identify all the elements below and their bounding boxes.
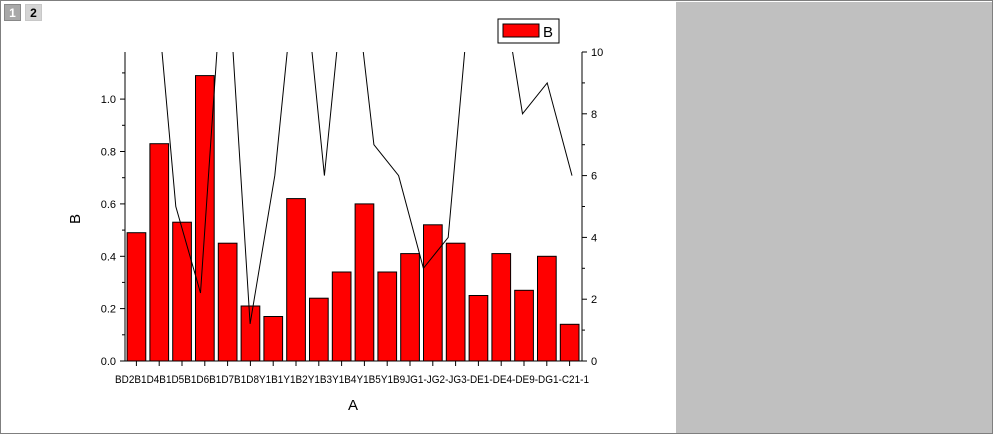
bar-2 [172, 221, 192, 362]
y2-tick-label-2: 4 [591, 232, 597, 244]
bar-15 [468, 295, 489, 362]
workspace-background [676, 2, 992, 433]
y2-tick-label-4: 8 [591, 109, 597, 121]
y-tick-label-2: 0.4 [101, 251, 116, 263]
legend[interactable]: B [497, 18, 560, 44]
bar-1 [149, 143, 170, 362]
bar-8 [309, 297, 329, 362]
layer-tab-1[interactable]: 1 [4, 4, 21, 21]
bar-9 [331, 271, 352, 362]
y-axis-title: B [67, 214, 84, 224]
y2-tick-label-0: 0 [591, 356, 597, 368]
legend-swatch [502, 23, 540, 38]
y-tick-label-0: 0.0 [101, 356, 116, 368]
y2-tick-label-3: 6 [591, 171, 597, 183]
bar-18 [537, 255, 557, 362]
y-tick-label-3: 0.6 [101, 199, 116, 211]
bar-4 [217, 242, 238, 362]
x-tick-labels: BD2B1D4B1D5B1D6B1D7B1D8Y1B1Y1B2Y1B3Y1B4Y… [115, 374, 589, 386]
y-tick-label-1: 0.2 [101, 304, 116, 316]
bar-12 [400, 253, 420, 362]
bar-5 [240, 305, 261, 362]
bar-16 [491, 253, 512, 362]
bar-11 [377, 271, 398, 362]
layer-tab-2[interactable]: 2 [25, 4, 42, 21]
bar-3 [195, 75, 215, 362]
bar-13 [423, 224, 443, 362]
y-ticks-right: 0 2 4 6 8 10 [582, 47, 603, 368]
y-ticks-left: 0.0 0.2 0.4 0.6 0.8 1.0 [101, 72, 125, 368]
bar-7 [286, 198, 306, 362]
bar-series [126, 75, 580, 362]
bar-0 [126, 232, 147, 362]
x-axis-title: A [348, 397, 358, 414]
bar-14 [445, 242, 466, 362]
y-tick-label-5: 1.0 [101, 94, 116, 106]
bar-19 [559, 323, 580, 362]
x-ticks [135, 361, 571, 366]
bar-17 [514, 289, 534, 362]
y-tick-label-4: 0.8 [101, 147, 116, 159]
bar-line-chart: 0.0 0.2 0.4 0.6 0.8 1.0 0 2 4 6 8 10 BD2B1D4B1D5B1… [67, 18, 603, 414]
y2-tick-label-1: 2 [591, 294, 597, 306]
bar-10 [354, 203, 375, 362]
axes [124, 52, 583, 362]
bar-6 [263, 316, 284, 362]
legend-label: B [543, 24, 553, 41]
y2-tick-label-5: 10 [591, 47, 603, 59]
